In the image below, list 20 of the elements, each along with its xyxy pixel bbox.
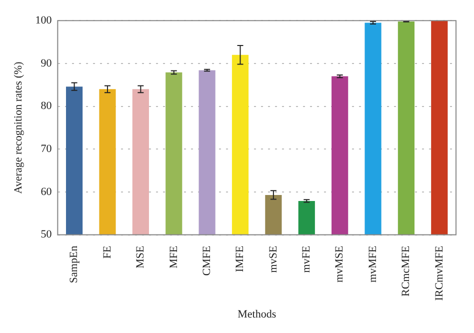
x-tick-label: FE bbox=[101, 246, 114, 259]
x-tick-label: mvSE bbox=[267, 246, 280, 273]
x-tick-label: IMFE bbox=[234, 246, 246, 272]
x-tick-label: MSE bbox=[134, 246, 147, 268]
x-tick-label: mvMFE bbox=[366, 246, 379, 282]
y-axis-title: Average recognition rates (%) bbox=[12, 61, 24, 194]
y-tick-label: 90 bbox=[40, 57, 52, 70]
y-tick-label: 80 bbox=[40, 100, 52, 112]
x-tick-label: SampEn bbox=[68, 245, 80, 284]
x-tick-label: mvMSE bbox=[334, 246, 346, 282]
x-tick-label: CMFE bbox=[200, 246, 213, 276]
y-tick-label: 60 bbox=[40, 186, 52, 198]
y-tick-label: 50 bbox=[40, 228, 52, 241]
x-tick-label: mvFE bbox=[300, 246, 313, 273]
x-axis-title: Methods bbox=[238, 308, 276, 320]
x-tick-label: IRCmvMFE bbox=[433, 246, 446, 301]
y-tick-label: 100 bbox=[35, 14, 52, 26]
y-tick-label: 70 bbox=[40, 143, 52, 156]
x-tick-label: RCmcMFE bbox=[400, 246, 412, 297]
x-tick-label: MFE bbox=[168, 246, 180, 268]
